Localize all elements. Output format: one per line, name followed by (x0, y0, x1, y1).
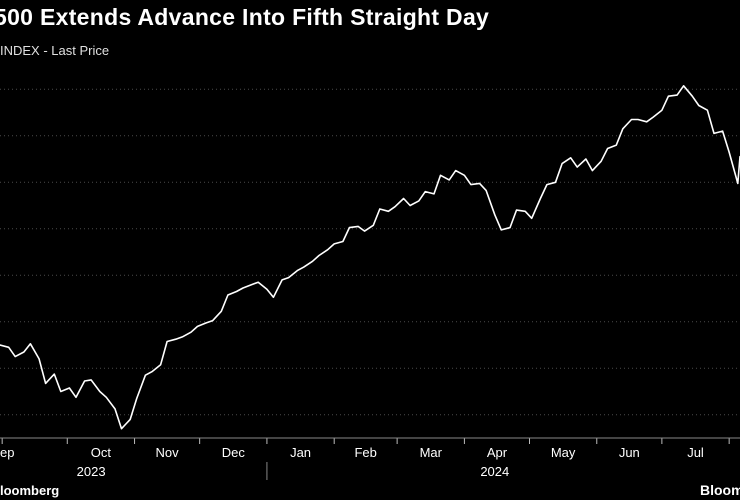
x-tick-label: May (551, 445, 576, 460)
x-tick-label: Feb (354, 445, 376, 460)
plot-area (0, 85, 740, 430)
x-tick-label: Jul (687, 445, 704, 460)
x-axis: ep Oct Nov Dec Jan Feb Mar Apr May Jun Jul 2023 2024 (0, 437, 740, 480)
price-series-line (0, 85, 740, 430)
x-tick-label: Dec (222, 445, 246, 460)
x-tick-label: Apr (487, 445, 508, 460)
x-tick-label: Oct (91, 445, 112, 460)
x-year-label: 2023 (77, 464, 106, 479)
gridlines (0, 88, 740, 416)
source-credit: loomberg (0, 483, 60, 498)
x-tick-label: ep (0, 445, 14, 460)
x-tick-label: Mar (420, 445, 443, 460)
bloomberg-logo: Bloomberg (700, 482, 740, 498)
x-tick-label: Jan (290, 445, 311, 460)
chart-title: 500 Extends Advance Into Fifth Straight … (0, 4, 490, 30)
x-tick-label: Nov (156, 445, 180, 460)
x-tick-label: Jun (619, 445, 640, 460)
x-year-label: 2024 (480, 464, 509, 479)
chart-subtitle: INDEX - Last Price (0, 43, 110, 58)
